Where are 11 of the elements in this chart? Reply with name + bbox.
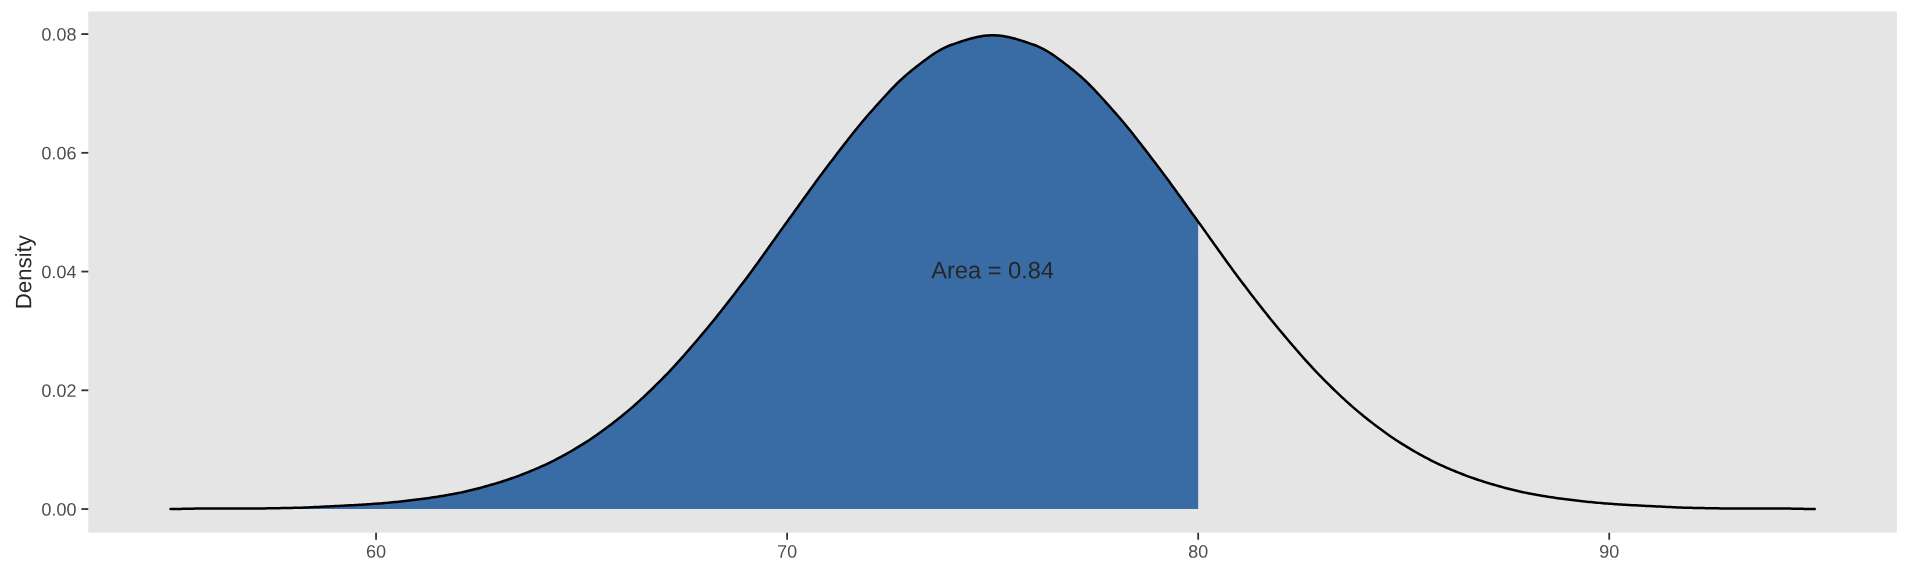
y-tick-label: 0.02 bbox=[42, 384, 76, 398]
annotation: Area = 0.84 bbox=[931, 261, 1054, 279]
x-tick-label: 80 bbox=[1188, 545, 1208, 558]
y-tick-label: 0.04 bbox=[42, 265, 76, 279]
x-tick-label: 60 bbox=[366, 545, 386, 558]
y-tick-label: 0.00 bbox=[42, 502, 76, 516]
y-tick-label: 0.08 bbox=[42, 28, 76, 41]
y-axis-title: Density bbox=[15, 235, 36, 308]
y-tick-label: 0.06 bbox=[42, 146, 76, 160]
x-tick-label: 90 bbox=[1600, 545, 1619, 558]
x-tick-label: 70 bbox=[778, 545, 797, 558]
